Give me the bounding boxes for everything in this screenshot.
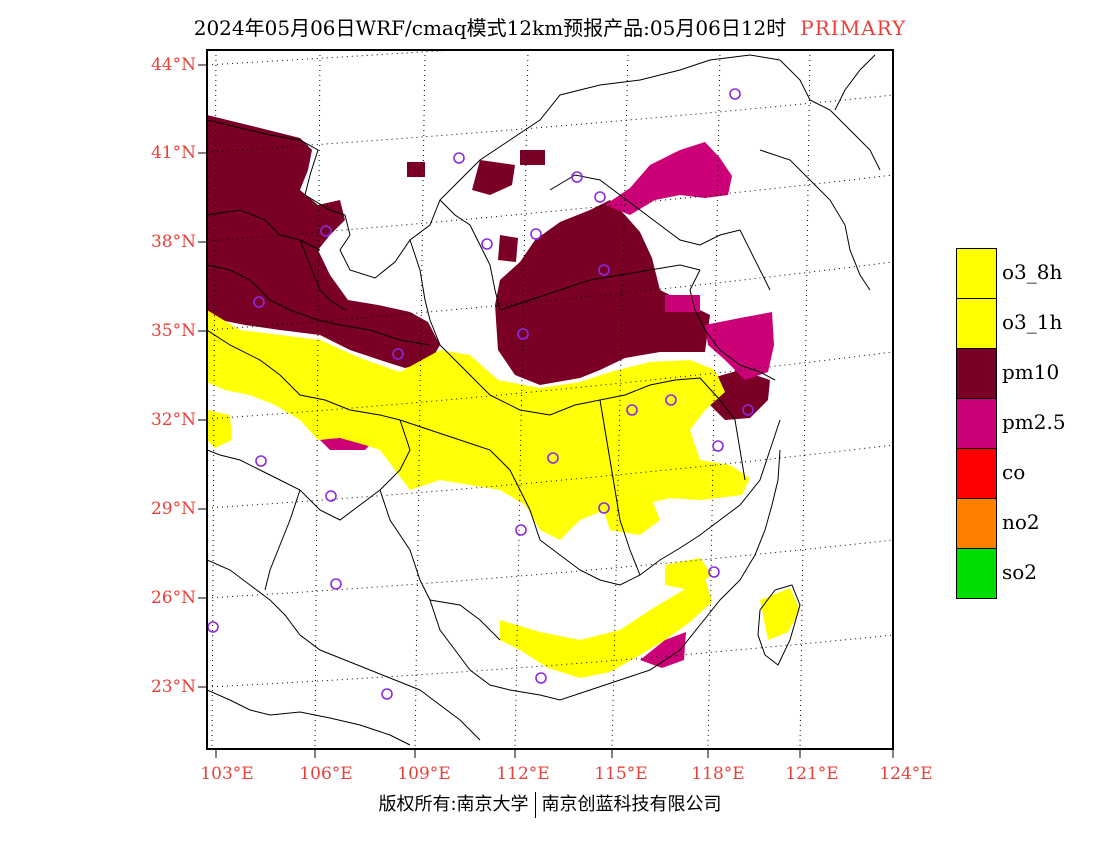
lon-label-124e: 124°E — [879, 764, 933, 784]
legend-swatch — [956, 398, 997, 449]
lat-label-32n: 32°N — [150, 410, 196, 430]
legend-label: o3_1h — [1002, 310, 1063, 334]
legend-swatch — [956, 298, 997, 349]
footer-separator — [534, 792, 536, 818]
lon-label-112e: 112°E — [496, 764, 550, 784]
lat-label-35n: 35°N — [150, 321, 196, 341]
legend-label: o3_8h — [1002, 260, 1063, 284]
lon-label-106e: 106°E — [299, 764, 353, 784]
copyright-right: 南京创蓝科技有限公司 — [541, 794, 722, 815]
legend-swatch — [956, 548, 997, 599]
legend-label: pm10 — [1002, 360, 1060, 384]
lon-label-115e: 115°E — [594, 764, 648, 784]
legend-swatch — [956, 248, 997, 299]
map-content — [207, 50, 893, 749]
legend-swatch — [956, 348, 997, 399]
copyright-left: 版权所有:南京大学 — [378, 794, 529, 815]
copyright-footer: 版权所有:南京大学 南京创蓝科技有限公司 — [0, 790, 1100, 818]
lat-label-38n: 38°N — [150, 232, 196, 252]
legend-swatch — [956, 448, 997, 499]
lon-label-118e: 118°E — [691, 764, 745, 784]
lat-label-41n: 41°N — [150, 143, 196, 163]
lat-label-23n: 23°N — [150, 677, 196, 697]
primary-tag: PRIMARY — [800, 16, 907, 40]
map-frame — [206, 49, 894, 750]
boundary-lines — [207, 54, 881, 746]
legend-label: pm2.5 — [1002, 410, 1066, 434]
title-text: 2024年05月06日WRF/cmaq模式12km预报产品:05月06日12时 — [193, 16, 787, 40]
legend-label: no2 — [1002, 510, 1040, 534]
legend-label: so2 — [1002, 560, 1038, 584]
station-markers — [207, 88, 754, 700]
legend-swatch — [956, 498, 997, 549]
axis-ticks — [198, 64, 894, 758]
lat-label-44n: 44°N — [150, 55, 196, 75]
lon-label-121e: 121°E — [785, 764, 839, 784]
lat-label-26n: 26°N — [150, 588, 196, 608]
lat-label-29n: 29°N — [150, 499, 196, 519]
legend-label: co — [1002, 460, 1026, 484]
lon-label-103e: 103°E — [200, 764, 254, 784]
graticule — [207, 50, 893, 749]
pm10-regions — [207, 115, 770, 420]
map-title: 2024年05月06日WRF/cmaq模式12km预报产品:05月06日12时 P… — [0, 12, 1100, 41]
lon-label-109e: 109°E — [397, 764, 451, 784]
o3-regions — [207, 310, 800, 678]
